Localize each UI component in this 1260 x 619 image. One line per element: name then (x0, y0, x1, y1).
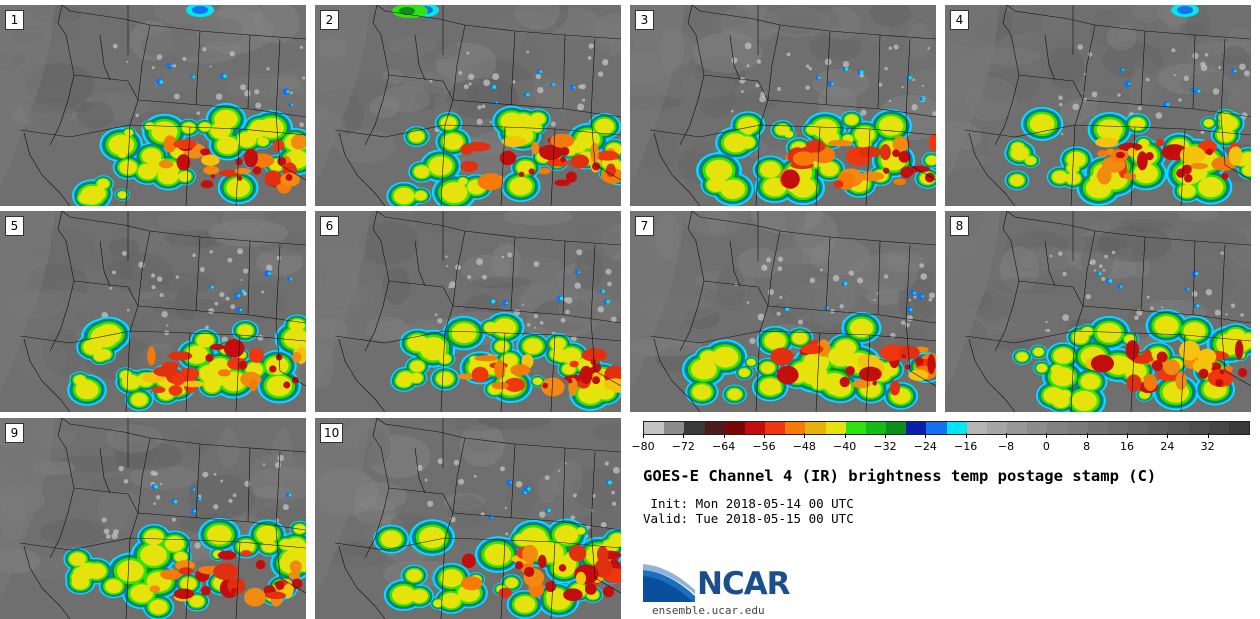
satellite-map-image (315, 211, 621, 412)
colorbar-tick (1006, 433, 1007, 438)
colorbar-tick-label: 24 (1160, 440, 1175, 453)
colorbar-segment (704, 422, 725, 434)
satellite-map-image (945, 5, 1251, 206)
colorbar-tick (1127, 433, 1128, 438)
map-panel-1: 1 (0, 5, 306, 206)
colorbar-segment (1148, 422, 1169, 434)
panel-number: 8 (950, 216, 969, 236)
colorbar-tick-label: 8 (1083, 440, 1091, 453)
colorbar-segment (986, 422, 1008, 434)
panel-number: 7 (635, 216, 654, 236)
colorbar-segment (906, 422, 927, 434)
map-panel-2: 2 (315, 5, 621, 206)
colorbar-tick (643, 433, 644, 438)
colorbar-tick-label: 16 (1120, 440, 1134, 453)
colorbar-segment (845, 422, 866, 434)
map-panel-3: 3 (630, 5, 936, 206)
colorbar-segment (724, 422, 745, 434)
colorbar-tick (1086, 433, 1088, 438)
colorbar-segment (785, 422, 806, 434)
map-panel-10: 10 (315, 418, 621, 619)
map-panel-6: 6 (315, 211, 621, 412)
colorbar-segment (644, 422, 665, 434)
colorbar-segment (1087, 422, 1108, 434)
colorbar-segment (1107, 422, 1129, 434)
satellite-map-image (630, 5, 936, 206)
colorbar-tick-label: −8 (997, 440, 1015, 453)
colorbar (643, 421, 1250, 435)
colorbar-tick-label: −72 (671, 440, 695, 453)
colorbar-segment (966, 422, 987, 434)
colorbar-segment (765, 422, 786, 434)
colorbar-tick-label: −48 (792, 440, 816, 453)
colorbar-segment (865, 422, 887, 434)
panel-number: 4 (950, 10, 969, 30)
colorbar-segment (684, 422, 705, 434)
satellite-map-image (315, 418, 621, 619)
satellite-map-image (0, 211, 306, 412)
colorbar-tick-label: −56 (752, 440, 776, 453)
colorbar-tick-label: −32 (873, 440, 897, 453)
colorbar-tick (1046, 433, 1048, 438)
satellite-map-image (0, 418, 306, 619)
colorbar-tick (723, 433, 725, 438)
valid-time: Valid: Tue 2018-05-15 00 UTC (643, 511, 854, 526)
colorbar-tick-label: −80 (631, 440, 655, 453)
colorbar-segment (1168, 422, 1189, 434)
ncar-logo-text: NCAR (697, 566, 791, 602)
colorbar-tick-label: −16 (954, 440, 978, 453)
colorbar-segment (744, 422, 766, 434)
satellite-map-image (315, 5, 621, 206)
panel-number: 9 (5, 423, 24, 443)
colorbar-segment (1047, 422, 1068, 434)
panel-number: 10 (320, 423, 344, 443)
colorbar-tick-label: −40 (833, 440, 857, 453)
colorbar-tick (683, 433, 685, 438)
colorbar-tick (804, 433, 806, 438)
colorbar-segment (664, 422, 685, 434)
satellite-map-image (0, 5, 306, 206)
colorbar-segment (926, 422, 947, 434)
colorbar-segment (1027, 422, 1048, 434)
ncar-logo-icon (643, 564, 695, 602)
colorbar-segment (1228, 422, 1250, 434)
init-time: Init: Mon 2018-05-14 00 UTC (643, 496, 854, 511)
panel-number: 6 (320, 216, 339, 236)
colorbar-segment (805, 422, 826, 434)
satellite-map-image (630, 211, 936, 412)
map-panel-9: 9 (0, 418, 306, 619)
colorbar-segment (1188, 422, 1209, 434)
colorbar-segment (1128, 422, 1149, 434)
map-panel-4: 4 (945, 5, 1251, 206)
colorbar-tick (885, 433, 886, 438)
colorbar-tick-label: −24 (913, 440, 937, 453)
colorbar-tick-label: −64 (712, 440, 736, 453)
colorbar-tick (925, 433, 927, 438)
colorbar-tick-label: 0 (1042, 440, 1050, 453)
colorbar-tick-label: 32 (1200, 440, 1215, 453)
colorbar-segment (946, 422, 967, 434)
map-panel-8: 8 (945, 211, 1251, 412)
colorbar-tick (1207, 433, 1209, 438)
colorbar-segment (825, 422, 846, 434)
logo-url: ensemble.ucar.edu (652, 604, 765, 617)
colorbar-tick (965, 433, 967, 438)
colorbar-segment (1208, 422, 1229, 434)
panel-number: 3 (635, 10, 654, 30)
map-panel-7: 7 (630, 211, 936, 412)
panel-number: 2 (320, 10, 339, 30)
colorbar-segment (886, 422, 907, 434)
satellite-map-image (945, 211, 1251, 412)
figure-title: GOES-E Channel 4 (IR) brightness temp po… (643, 467, 1157, 485)
colorbar-tick (1167, 433, 1169, 438)
panel-number: 5 (5, 216, 24, 236)
colorbar-segment (1007, 422, 1028, 434)
colorbar-tick (764, 433, 765, 438)
panel-number: 1 (5, 10, 24, 30)
colorbar-tick (844, 433, 846, 438)
colorbar-segment (1067, 422, 1088, 434)
map-panel-5: 5 (0, 211, 306, 412)
